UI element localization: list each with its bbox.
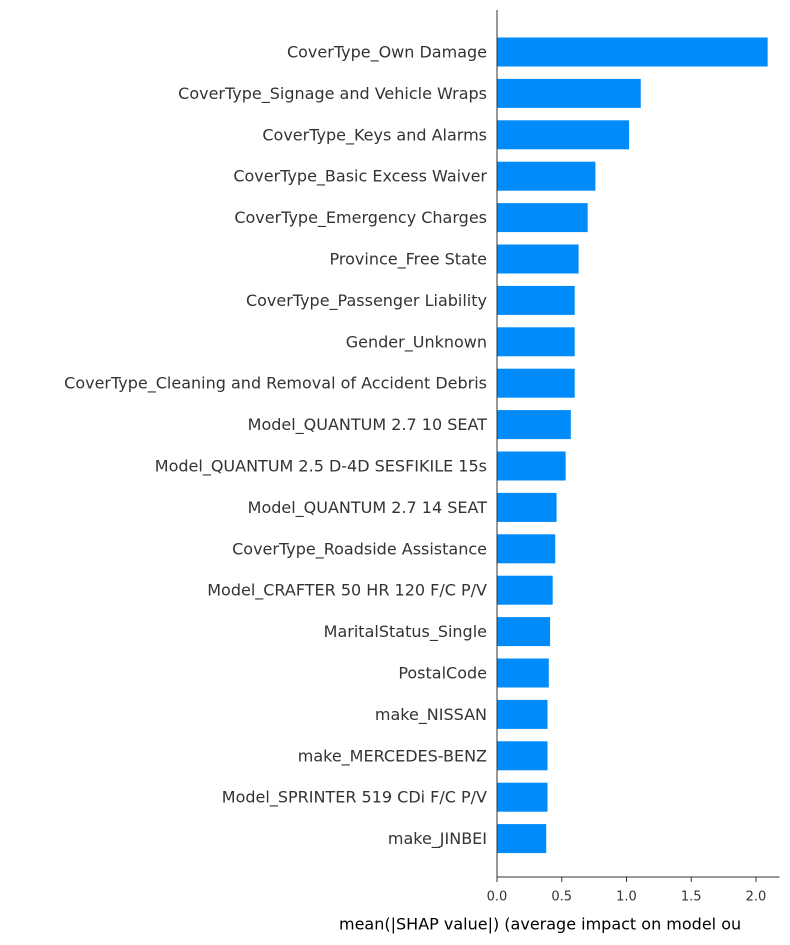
category-label: Province_Free State — [330, 250, 487, 270]
bar — [497, 658, 549, 688]
category-label: CoverType_Emergency Charges — [234, 208, 487, 228]
bar — [497, 285, 575, 315]
bar — [497, 451, 566, 481]
category-label: Model_SPRINTER 519 CDi F/C P/V — [222, 788, 487, 808]
category-label: CoverType_Passenger Liability — [246, 291, 487, 311]
category-label: CoverType_Own Damage — [287, 43, 487, 63]
bar — [497, 617, 551, 647]
x-tick-label: 2.0 — [746, 890, 767, 905]
bar — [497, 824, 547, 854]
bar — [497, 327, 575, 357]
bar — [497, 203, 588, 233]
bar — [497, 492, 557, 522]
category-label: CoverType_Basic Excess Waiver — [233, 167, 487, 187]
x-axis-ticks: 0.0 0.5 1.0 1.5 2.0 — [487, 877, 767, 905]
category-label: CoverType_Cleaning and Removal of Accide… — [64, 374, 487, 394]
x-tick-label: 0.0 — [487, 890, 508, 905]
bar — [497, 534, 556, 564]
category-label: MaritalStatus_Single — [324, 622, 487, 642]
category-label: make_MERCEDES-BENZ — [298, 746, 487, 766]
x-axis-title: mean(|SHAP value|) (average impact on mo… — [339, 915, 741, 934]
bar — [497, 575, 553, 605]
x-tick-label: 1.5 — [681, 890, 702, 905]
category-label: Model_QUANTUM 2.7 14 SEAT — [248, 498, 488, 518]
bar — [497, 161, 596, 191]
bar — [497, 37, 768, 67]
bar — [497, 368, 575, 398]
category-labels: CoverType_Own Damage CoverType_Signage an… — [64, 43, 487, 850]
x-tick-label: 0.5 — [551, 890, 572, 905]
x-tick-label: 1.0 — [616, 890, 637, 905]
bar — [497, 741, 548, 771]
category-label: Model_QUANTUM 2.5 D-4D SESFIKILE 15s — [155, 457, 487, 477]
category-label: Model_CRAFTER 50 HR 120 F/C P/V — [207, 581, 487, 601]
category-label: make_JINBEI — [388, 829, 487, 849]
category-label: Model_QUANTUM 2.7 10 SEAT — [248, 415, 488, 435]
category-label: CoverType_Keys and Alarms — [262, 125, 487, 145]
bar — [497, 410, 571, 440]
bar — [497, 782, 548, 812]
category-label: make_NISSAN — [375, 705, 487, 725]
bar — [497, 244, 579, 274]
category-label: PostalCode — [398, 664, 487, 683]
category-label: CoverType_Roadside Assistance — [232, 539, 487, 559]
bars-layer — [497, 37, 768, 854]
bar — [497, 120, 630, 150]
bar — [497, 699, 548, 729]
category-label: CoverType_Signage and Vehicle Wraps — [178, 84, 487, 104]
bar — [497, 78, 641, 108]
category-label: Gender_Unknown — [346, 332, 487, 352]
